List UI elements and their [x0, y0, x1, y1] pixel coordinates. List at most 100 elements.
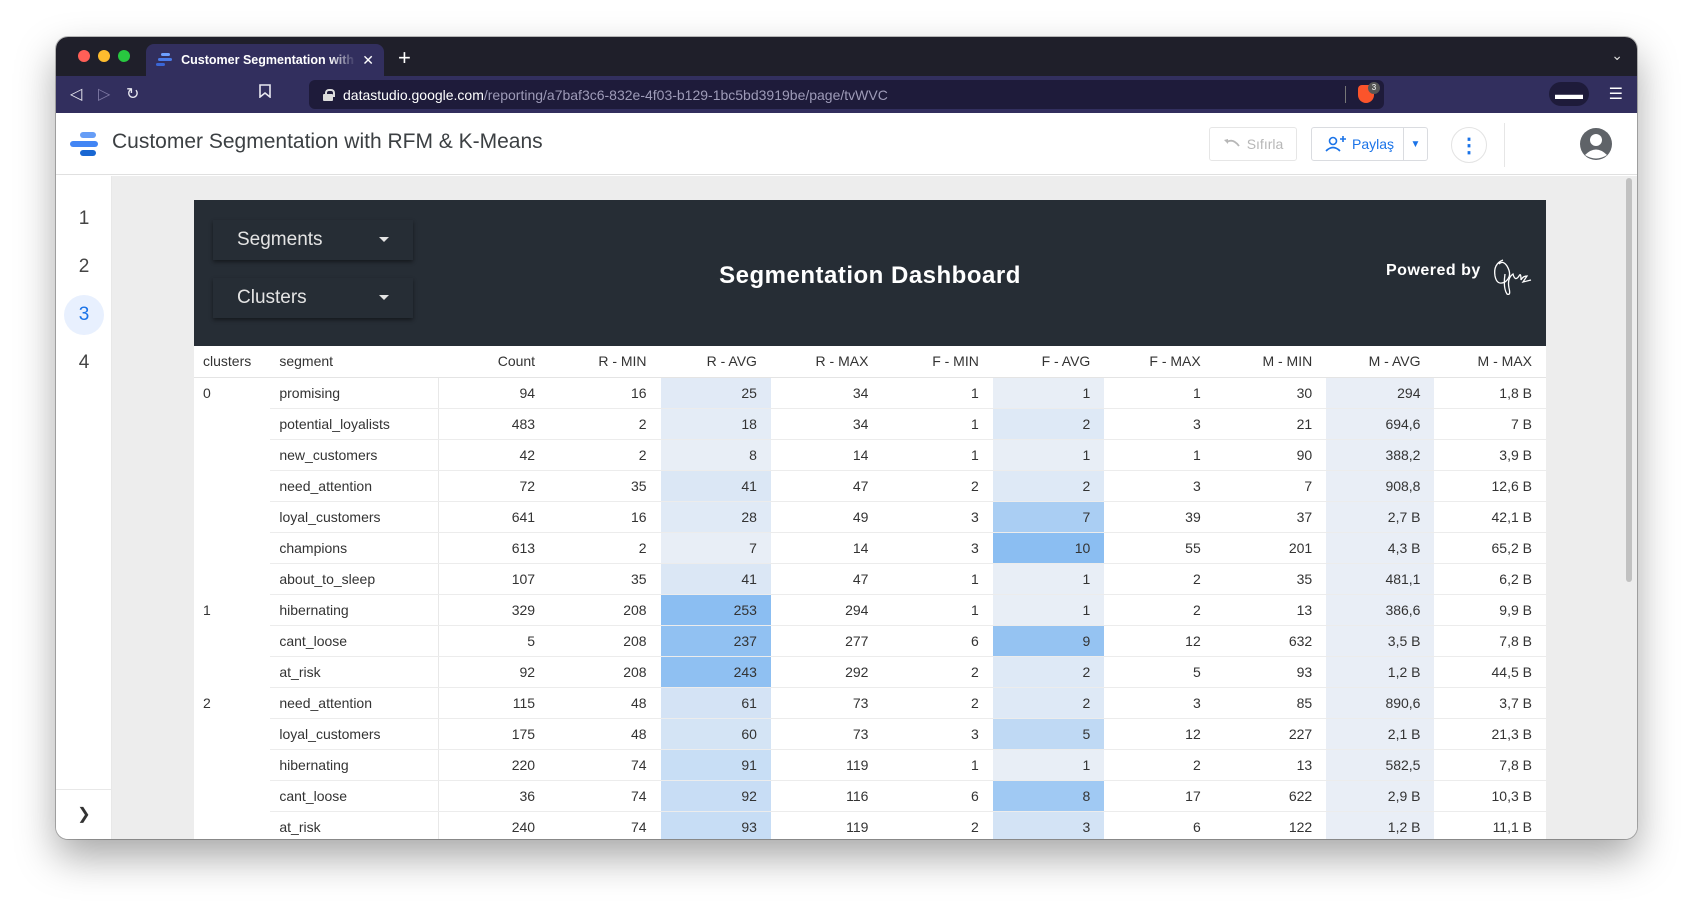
table-row: loyal_customers 175 48 60 73 3 5 12 227 2,1 B 21,3…: [194, 718, 1546, 750]
table-cell: [194, 408, 270, 439]
page-2-link[interactable]: 2: [78, 256, 90, 277]
more-options-icon[interactable]: ⋮: [1451, 127, 1487, 163]
table-cell: [194, 718, 270, 749]
table-cell: 73: [770, 687, 883, 719]
table-cell: 622: [1214, 780, 1327, 812]
column-header[interactable]: F - MAX: [1104, 346, 1215, 378]
account-avatar-icon[interactable]: [1580, 128, 1612, 160]
table-cell: 292: [770, 656, 883, 688]
tab-list-chevron-icon[interactable]: ⌄: [1611, 47, 1623, 63]
powered-by-label: Powered by: [1386, 262, 1481, 279]
table-cell: [194, 563, 270, 594]
table-cell: 35: [549, 563, 661, 595]
vertical-scrollbar[interactable]: [1624, 176, 1634, 839]
table-cell: at_risk: [270, 656, 440, 688]
table-cell: 16: [549, 501, 661, 533]
table-cell: 48: [549, 687, 661, 719]
page-1-link[interactable]: 1: [78, 208, 90, 229]
zoom-window-button[interactable]: [118, 50, 130, 62]
column-header[interactable]: F - MIN: [882, 346, 993, 378]
column-header[interactable]: Count: [438, 346, 550, 378]
table-cell: 107: [438, 563, 550, 595]
table-cell: 1: [882, 563, 993, 595]
table-cell: 13: [1214, 594, 1327, 626]
expand-nav-chevron-icon[interactable]: ❯: [56, 789, 112, 839]
table-cell: 2,9 B: [1326, 780, 1435, 812]
table-cell: 2: [882, 687, 993, 719]
table-cell: 72: [438, 470, 550, 502]
table-cell: 208: [549, 594, 661, 626]
table-cell: 44,5 B: [1434, 656, 1546, 688]
page-navigation: 1 2 3 4 ❯: [56, 176, 112, 839]
close-window-button[interactable]: [78, 50, 90, 62]
table-cell: 41: [660, 470, 771, 502]
table-cell: 2: [1104, 563, 1215, 595]
scrollbar-thumb[interactable]: [1626, 178, 1632, 582]
column-header[interactable]: M - MIN: [1214, 346, 1327, 378]
column-header[interactable]: R - MIN: [549, 346, 661, 378]
share-dropdown-caret-icon[interactable]: ▼: [1410, 138, 1421, 150]
column-header[interactable]: M - AVG: [1326, 346, 1435, 378]
table-cell: 7 B: [1434, 408, 1546, 440]
minimize-window-button[interactable]: [98, 50, 110, 62]
back-icon[interactable]: ◁: [70, 86, 83, 103]
new-tab-plus-icon[interactable]: +: [398, 45, 411, 70]
report-title: Customer Segmentation with RFM & K-Means: [112, 130, 543, 153]
table-cell: 220: [438, 749, 550, 781]
column-header[interactable]: clusters: [194, 346, 271, 378]
table-row: hibernating 220 74 91 119 1 1 2 13 582,5 7,8 B: [194, 749, 1546, 781]
page-3-link[interactable]: 3: [64, 295, 104, 335]
table-cell: 2: [549, 408, 661, 440]
browser-tab[interactable]: Customer Segmentation with RFM & K-Means…: [146, 44, 384, 76]
column-header[interactable]: segment: [270, 346, 439, 378]
table-cell: 13: [1214, 749, 1327, 781]
table-cell: 7: [660, 532, 771, 564]
bookmark-icon[interactable]: [259, 84, 271, 103]
table-cell: 3: [1104, 408, 1215, 440]
table-row: 0 promising 94 16 25 34 1 1 1 30 294 1,8 B: [194, 377, 1546, 409]
table-cell: 7,8 B: [1434, 749, 1546, 781]
table-cell: 55: [1104, 532, 1215, 564]
browser-menu-icon[interactable]: ☰: [1608, 86, 1623, 103]
table-cell: [194, 470, 270, 501]
table-cell: 2,1 B: [1326, 718, 1435, 750]
segmentation-table: clusters segment Count R - MIN R - AVG R - MA…: [194, 346, 1546, 839]
table-cell: 94: [438, 377, 550, 409]
share-main-button[interactable]: Paylaş: [1312, 128, 1404, 160]
share-button[interactable]: Paylaş ▼: [1311, 127, 1428, 161]
table-cell: 115: [438, 687, 550, 719]
table-cell: 294: [1326, 377, 1435, 409]
table-cell: 9,9 B: [1434, 594, 1546, 626]
table-cell: 119: [770, 749, 883, 781]
clusters-filter[interactable]: Clusters: [213, 278, 413, 318]
table-cell: hibernating: [270, 594, 440, 626]
table-cell: 7,8 B: [1434, 625, 1546, 657]
column-header[interactable]: R - MAX: [770, 346, 883, 378]
table-cell: 3,7 B: [1434, 687, 1546, 719]
table-cell: [194, 811, 270, 839]
private-mode-glasses-icon[interactable]: ▬▬: [1549, 82, 1589, 106]
table-cell: 49: [770, 501, 883, 533]
column-header[interactable]: F - AVG: [992, 346, 1105, 378]
table-cell: 47: [770, 470, 883, 502]
table-cell: 92: [438, 656, 550, 688]
column-header[interactable]: R - AVG: [660, 346, 771, 378]
segments-filter[interactable]: Segments: [213, 220, 413, 260]
page-4-link[interactable]: 4: [78, 352, 90, 373]
table-cell: 2: [882, 656, 993, 688]
table-cell: 17: [1104, 780, 1215, 812]
address-bar[interactable]: datastudio.google.com/reporting/a7baf3c6…: [309, 80, 1384, 109]
url-path: /reporting/a7baf3c6-832e-4f03-b129-1bc5b…: [483, 86, 888, 103]
forward-icon[interactable]: ▷: [98, 86, 111, 103]
tab-close-icon[interactable]: ✕: [362, 51, 374, 68]
table-cell: at_risk: [270, 811, 440, 839]
column-header[interactable]: M - MAX: [1434, 346, 1546, 378]
table-cell: 1: [882, 594, 993, 626]
table-cell: 6: [1104, 811, 1215, 839]
table-cell: 201: [1214, 532, 1327, 564]
table-cell: 6: [882, 625, 993, 657]
reload-icon[interactable]: ↻: [126, 86, 140, 103]
table-cell: 9: [992, 625, 1105, 657]
reset-button[interactable]: Sıfırla: [1209, 127, 1297, 161]
